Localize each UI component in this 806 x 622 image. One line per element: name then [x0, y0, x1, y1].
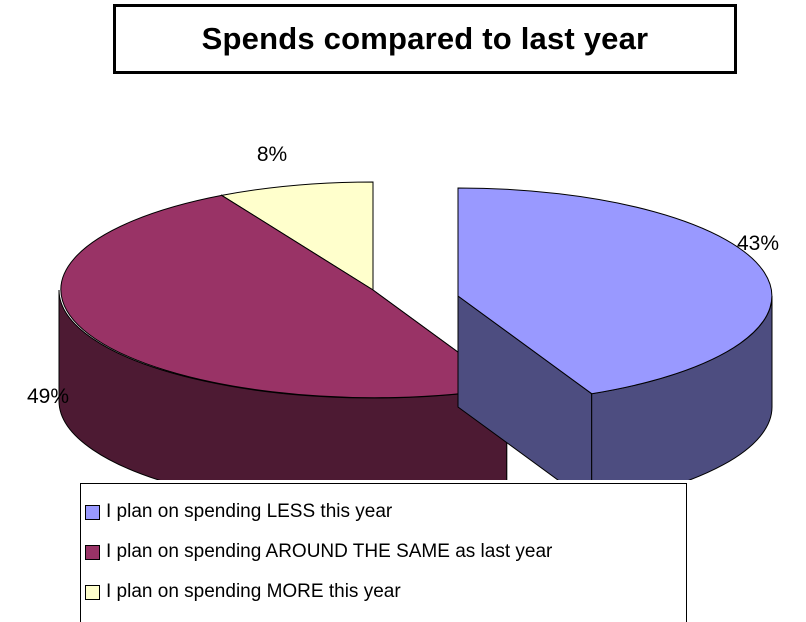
- legend-item-less: I plan on spending LESS this year: [85, 501, 392, 523]
- pie-top-same: [60, 194, 508, 399]
- legend-swatch-more: [85, 584, 100, 600]
- pie-slice-less: [457, 187, 773, 480]
- data-label-same: 49%: [27, 385, 69, 408]
- pie-slice-same: [58, 194, 508, 480]
- chart-title-box: Spends compared to last year: [113, 4, 737, 74]
- chart-title: Spends compared to last year: [201, 21, 649, 56]
- pie-chart: 43% 49% 8%: [27, 143, 779, 480]
- legend-item-same: I plan on spending AROUND THE SAME as la…: [85, 541, 552, 563]
- pie-top-more: [220, 181, 374, 291]
- legend-swatch-same: [85, 544, 100, 560]
- legend-swatch-less: [85, 504, 100, 520]
- legend-label-less: I plan on spending LESS this year: [106, 501, 393, 522]
- legend-label-more: I plan on spending MORE this year: [106, 581, 401, 602]
- legend-item-more: I plan on spending MORE this year: [85, 581, 401, 603]
- legend-label-same: I plan on spending AROUND THE SAME as la…: [106, 541, 553, 562]
- data-label-more: 8%: [257, 143, 287, 166]
- legend: I plan on spending LESS this year I plan…: [80, 483, 687, 622]
- data-label-less: 43%: [737, 232, 779, 255]
- pie-top-less: [457, 187, 773, 395]
